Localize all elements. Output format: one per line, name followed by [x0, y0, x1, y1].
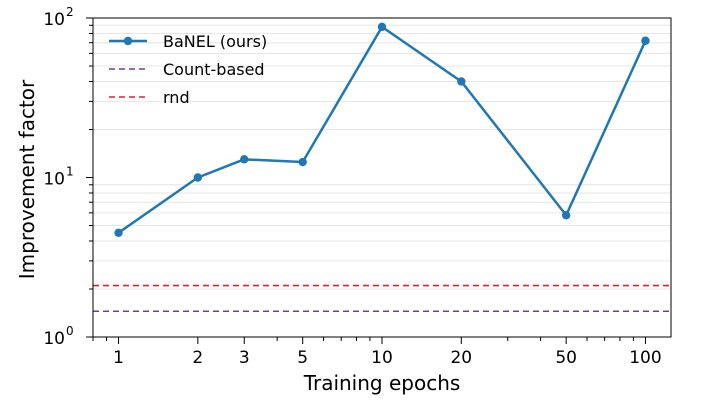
data-point: [641, 36, 650, 45]
data-series: [114, 22, 650, 238]
y-tick-exponent: 1: [66, 165, 74, 179]
x-tick-label: 10: [371, 348, 393, 368]
data-point: [240, 155, 249, 164]
y-axis-title: Improvement factor: [15, 79, 39, 279]
x-tick-label: 5: [297, 348, 308, 368]
data-point: [114, 228, 123, 238]
reference-lines: [93, 284, 671, 313]
data-point: [457, 77, 466, 86]
y-tick-label: 10: [43, 10, 65, 30]
data-point: [377, 22, 387, 32]
x-tick-label: 1: [113, 348, 124, 368]
legend-marker-banel: [123, 36, 133, 46]
legend-label-count-based: Count-based: [163, 60, 265, 79]
legend: BaNEL (ours) Count-based rnd: [109, 32, 267, 107]
x-tick-label: 100: [629, 348, 661, 368]
y-tick-label: 10: [43, 329, 65, 349]
data-point: [298, 157, 307, 167]
legend-item-count-based: Count-based: [109, 60, 265, 79]
series-line-banel: [117, 25, 647, 234]
legend-label-rnd: rnd: [163, 88, 190, 107]
x-tick-label: 2: [192, 348, 203, 368]
y-tick-exponent: 2: [66, 5, 74, 19]
x-axis-ticks: 1 2 3 5 10 20 50 100: [92, 337, 662, 368]
data-point: [561, 211, 571, 220]
legend-item-rnd: rnd: [109, 88, 190, 107]
x-tick-label: 3: [239, 348, 250, 368]
y-tick-label: 10: [43, 170, 65, 190]
legend-item-banel: BaNEL (ours): [109, 32, 267, 51]
data-point: [193, 173, 203, 182]
x-tick-label: 50: [555, 348, 577, 368]
x-tick-label: 20: [450, 348, 472, 368]
y-tick-exponent: 0: [66, 324, 74, 338]
x-axis-title: Training epochs: [303, 371, 461, 395]
grid-lines: [93, 24, 671, 290]
legend-label-banel: BaNEL (ours): [163, 32, 267, 51]
